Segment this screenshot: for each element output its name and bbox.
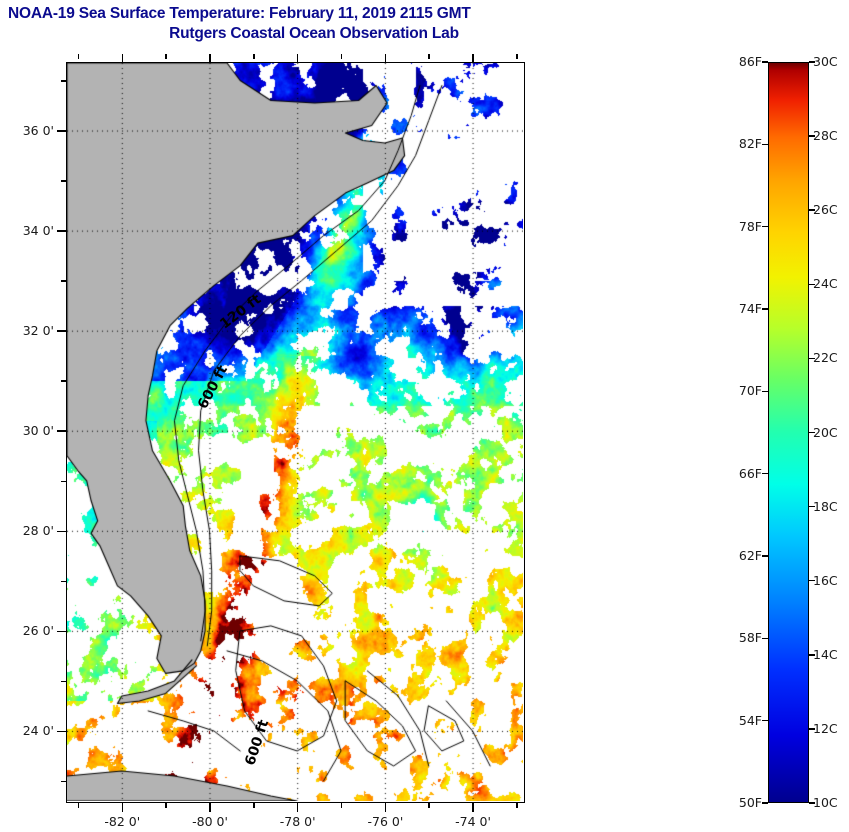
x-axis-tick-minor [340,803,343,808]
colorbar-tick-celsius [809,654,815,656]
x-axis-tick-major [209,803,211,812]
colorbar-tick-celsius [809,505,815,508]
colorbar-label-fahrenheit: 58F [738,630,762,646]
x-axis-tick-minor [428,803,430,808]
colorbar-label-celsius: 24C [813,276,838,292]
x-axis-tick-minor [77,803,80,808]
y-axis-label: 24 0' [22,723,54,739]
x-axis-tick-major [121,803,124,812]
x-axis-tick-top [384,54,387,62]
x-axis-label: -74 0' [455,814,491,829]
y-axis-tick-major [57,730,66,733]
x-axis-tick-major [472,803,474,812]
colorbar-tick-celsius [809,431,815,434]
colorbar-tick-celsius [809,209,815,211]
y-axis-label: 30 0' [22,423,54,439]
y-axis-tick-minor [61,380,66,382]
x-axis-tick-minor [253,803,255,808]
colorbar-tick-celsius [809,61,815,63]
x-axis-label: -80 0' [192,814,228,829]
y-axis-label: 32 0' [22,323,54,339]
y-axis-tick-major [57,430,66,432]
y-axis-tick-minor [61,580,66,583]
colorbar-label-celsius: 26C [813,202,838,218]
colorbar-label-celsius: 18C [813,498,838,514]
colorbar-tick-fahrenheit [762,802,768,804]
x-axis-label: -76 0' [367,814,404,829]
y-axis-tick-major [57,630,66,633]
colorbar-tick-fahrenheit [762,390,768,393]
colorbar-tick-celsius [809,579,815,582]
x-axis-tick-major [296,803,299,812]
title-line-secondary: Rutgers Coastal Ocean Observation Lab [169,25,459,42]
x-axis-tick-top [296,54,299,62]
y-axis-tick-minor [61,280,66,282]
colorbar-label-fahrenheit: 50F [738,795,762,810]
colorbar-label-fahrenheit: 66F [738,465,762,481]
y-axis-tick-major [57,530,66,533]
x-axis-tick-top [77,54,80,59]
x-axis-tick-top [253,54,255,59]
colorbar-label-celsius: 20C [813,424,838,440]
colorbar-tick-celsius [809,283,815,286]
colorbar-label-fahrenheit: 70F [738,383,762,399]
colorbar-label-celsius: 28C [813,128,838,144]
colorbar-label-fahrenheit: 62F [738,548,762,563]
colorbar-label-fahrenheit: 74F [738,301,762,316]
graticule-layer [67,63,523,801]
colorbar-label-fahrenheit: 78F [738,218,762,234]
colorbar-tick-celsius [809,135,815,137]
x-axis-tick-minor [516,803,518,808]
colorbar-tick-fahrenheit [762,555,768,557]
colorbar-tick-fahrenheit [762,143,768,146]
x-axis-tick-major [384,803,387,812]
x-axis-tick-top [340,54,343,59]
colorbar-label-celsius: 22C [813,350,838,366]
y-axis-tick-minor [61,80,66,82]
y-axis-tick-major [57,230,66,232]
x-axis-tick-top [472,54,474,62]
x-axis-tick-top [121,54,124,62]
colorbar-tick-fahrenheit [762,472,768,475]
colorbar-tick-celsius [809,802,815,804]
colorbar-tick-fahrenheit [762,308,768,310]
y-axis-tick-minor [61,480,66,483]
x-axis-label: -82 0' [104,814,141,829]
x-axis-label: -78 0' [279,814,316,829]
colorbar-tick-fahrenheit [762,637,768,640]
x-axis-tick-top [209,54,211,62]
colorbar-tick-fahrenheit [762,225,768,228]
y-axis-label: 34 0' [22,223,54,239]
colorbar-label-fahrenheit: 82F [738,136,762,152]
colorbar-label-celsius: 12C [813,720,838,736]
x-axis-tick-top [428,54,430,59]
colorbar-tick-fahrenheit [762,61,768,63]
x-axis-tick-top [516,54,518,59]
colorbar-label-celsius: 10C [813,795,838,810]
page-title: NOAA-19 Sea Surface Temperature: Februar… [0,4,620,44]
y-axis-label: 26 0' [22,623,54,639]
y-axis-tick-major [57,130,66,132]
colorbar-tick-celsius [809,357,815,360]
colorbar-label-celsius: 16C [813,572,838,588]
x-axis-tick-top [165,54,167,59]
y-axis-tick-minor [61,780,66,783]
y-axis-tick-minor [61,180,66,182]
y-axis-tick-minor [61,680,66,683]
colorbar-label-celsius: 14C [813,646,838,662]
colorbar-tick-celsius [809,728,815,730]
x-axis-tick-minor [165,803,167,808]
colorbar-label-fahrenheit: 86F [738,54,762,69]
y-axis-label: 28 0' [22,523,54,539]
title-line-primary: NOAA-19 Sea Surface Temperature: Februar… [8,5,471,22]
y-axis-label: 36 0' [22,123,54,139]
colorbar-label-fahrenheit: 54F [738,712,762,728]
colorbar-label-celsius: 30C [813,54,838,69]
sst-map-plot[interactable] [66,62,525,803]
temperature-colorbar[interactable] [762,61,815,804]
colorbar-gradient [768,62,809,803]
y-axis-tick-major [57,330,66,332]
colorbar-tick-fahrenheit [762,719,768,722]
